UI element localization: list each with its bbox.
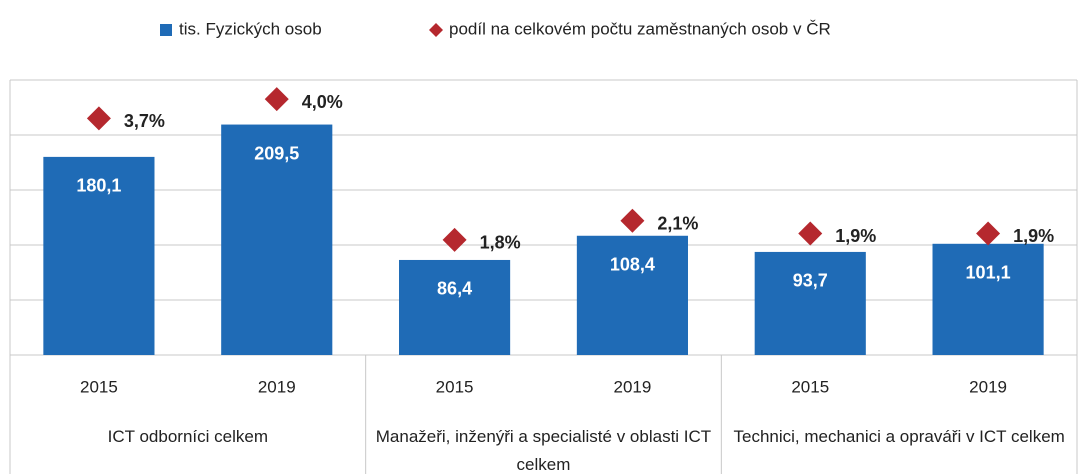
group-label: Manažeři, inženýři a specialisté v oblas…: [375, 427, 712, 474]
diamond-marker: [442, 227, 467, 252]
bar: [932, 243, 1044, 355]
bar: [399, 259, 511, 355]
legend-label: tis. Fyzických osob: [179, 19, 322, 38]
bar-value-label: 101,1: [966, 263, 1011, 283]
diamond-value-label: 2,1%: [657, 213, 698, 233]
diamond-marker: [86, 106, 111, 131]
diamond-value-label: 1,8%: [480, 233, 521, 253]
bar: [221, 124, 333, 355]
group-label-box: Technici, mechanici a opraváři v ICT cel…: [733, 427, 1065, 446]
x-tick-label: 2019: [614, 377, 652, 396]
x-tick-label: 2015: [791, 377, 829, 396]
legend-label: podíl na celkovém počtu zaměstnaných oso…: [449, 19, 831, 38]
legend-marker: [160, 24, 172, 36]
x-tick-label: 2019: [258, 377, 296, 396]
diamond-value-label: 1,9%: [1013, 226, 1054, 246]
group-label-box: Manažeři, inženýři a specialisté v oblas…: [375, 427, 712, 474]
group-label-box: ICT odborníci celkem: [107, 427, 268, 446]
bar: [754, 251, 866, 355]
bar-value-label: 108,4: [610, 255, 655, 275]
group-label: ICT odborníci celkem: [107, 427, 268, 446]
diamond-marker: [976, 221, 1001, 246]
diamond-value-label: 1,9%: [835, 226, 876, 246]
legend-marker: [429, 23, 443, 37]
diamond-value-label: 4,0%: [302, 92, 343, 112]
x-tick-label: 2015: [80, 377, 118, 396]
x-tick-label: 2015: [436, 377, 474, 396]
bar-value-label: 180,1: [76, 176, 121, 196]
bar-value-label: 209,5: [254, 143, 299, 163]
x-tick-label: 2019: [969, 377, 1007, 396]
diamond-value-label: 3,7%: [124, 111, 165, 131]
bar-value-label: 86,4: [437, 279, 472, 299]
bar: [43, 156, 155, 355]
diamond-marker: [620, 208, 645, 233]
diamond-marker: [264, 87, 289, 112]
diamond-marker: [798, 221, 823, 246]
bar: [576, 235, 688, 355]
group-label: Technici, mechanici a opraváři v ICT cel…: [733, 427, 1065, 446]
bar-value-label: 93,7: [793, 271, 828, 291]
